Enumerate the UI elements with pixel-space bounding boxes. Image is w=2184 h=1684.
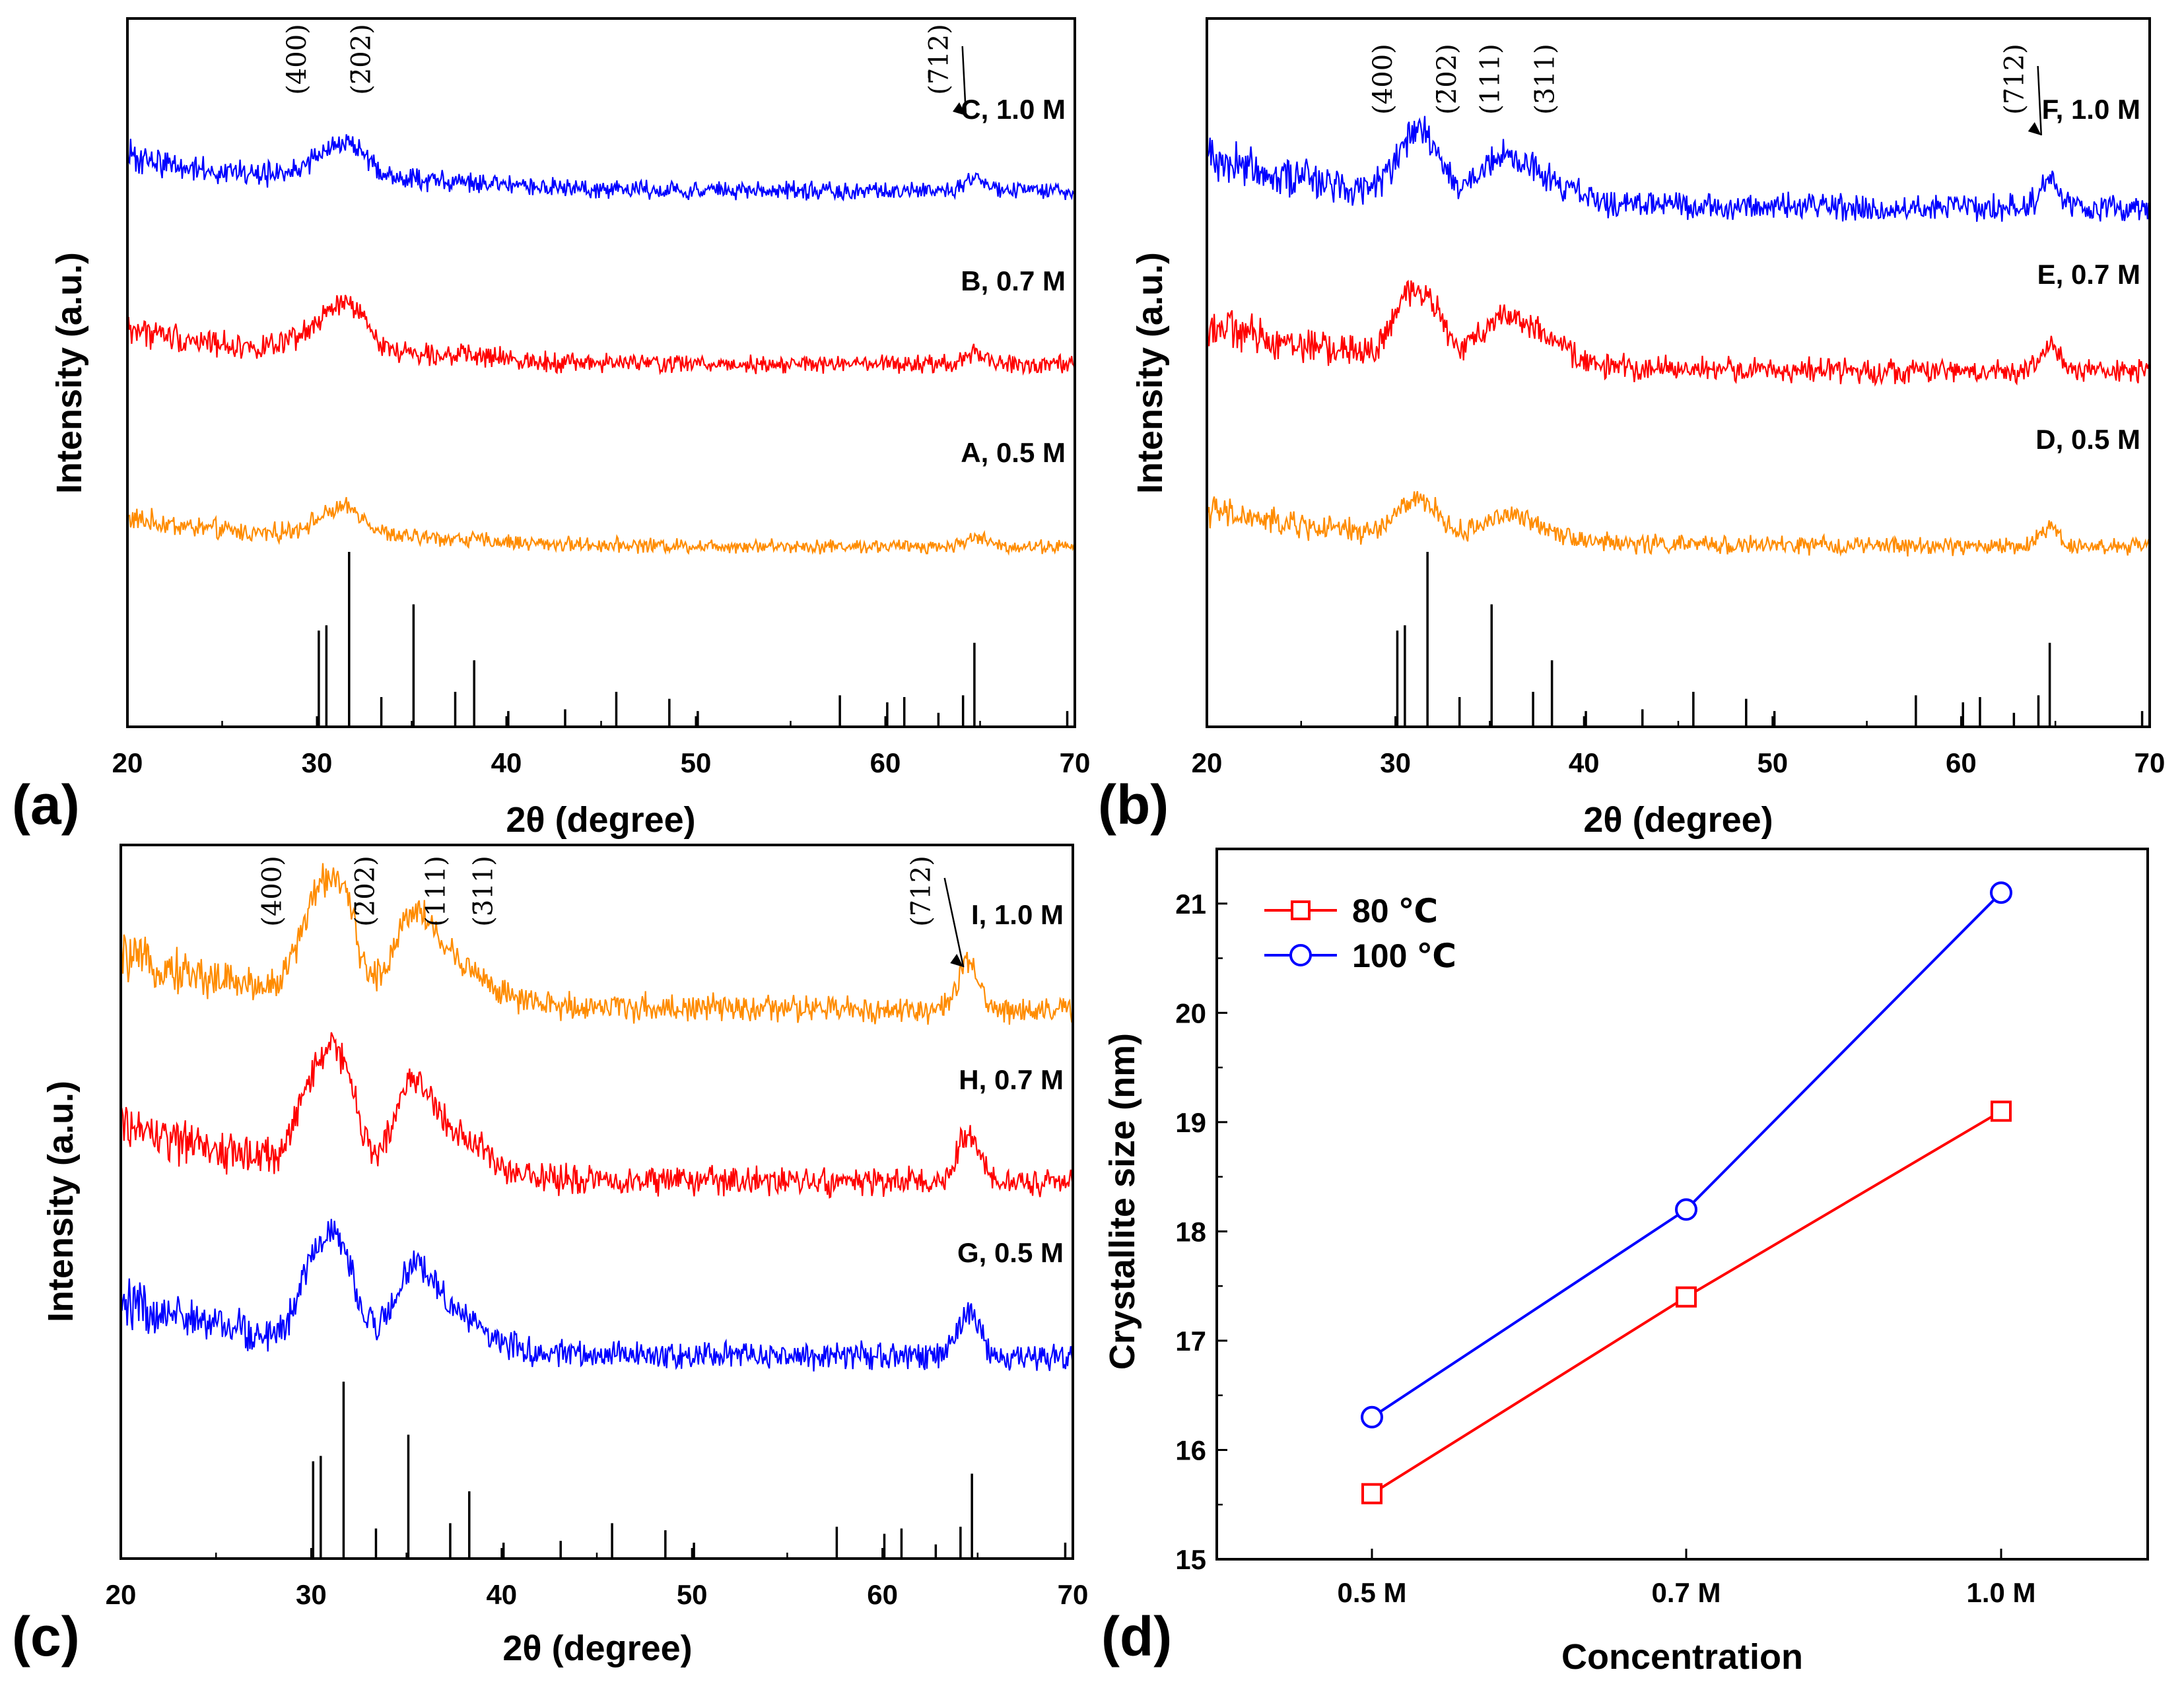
series-label-d: D, 0.5 M xyxy=(2035,424,2140,455)
y-tick-label: 17 xyxy=(1175,1326,1206,1357)
series-label-g: G, 0.5 M xyxy=(957,1237,1064,1268)
y-axis-title: Intensity (a.u.) xyxy=(1130,252,1170,494)
y-axis-title: Crystallite size (nm) xyxy=(1103,1033,1142,1370)
arrow-head xyxy=(2028,122,2041,135)
data-point-square xyxy=(1991,1100,2012,1122)
series-label-i: I, 1.0 M xyxy=(971,899,1064,930)
plane-arrow xyxy=(961,46,967,116)
plane-label: (400) xyxy=(282,24,312,95)
series-trace-g xyxy=(119,1219,1074,1372)
x-tick-label: 60 xyxy=(870,747,901,778)
panel-b-xrd-chart: 20 30 40 50 60 70 F, 1.0 M E, 0.7 M D, 0.5 M (4… xyxy=(1098,17,2166,840)
x-tick-label: 20 xyxy=(106,1579,137,1610)
x-tick-label: 30 xyxy=(302,747,333,778)
plane-label: (111) xyxy=(1476,44,1506,115)
x-tick-label: 1.0 M xyxy=(1966,1577,2035,1608)
x-tick-label: 0.7 M xyxy=(1651,1577,1721,1608)
arrow-head xyxy=(953,102,967,116)
plot-frame xyxy=(119,844,1074,1560)
data-point-circle xyxy=(1361,1405,1383,1429)
plane-label: (3̄11) xyxy=(1530,44,1561,115)
x-tick-label: 50 xyxy=(677,1579,708,1610)
series-trace-e xyxy=(1206,279,2150,387)
y-axis-title: Intensity (a.u.) xyxy=(41,1081,81,1322)
plane-label: (3̄11) xyxy=(468,856,498,927)
y-tick-label: 19 xyxy=(1175,1107,1206,1138)
y-tick-label: 18 xyxy=(1175,1216,1206,1247)
plane-label: (7̄12) xyxy=(2000,44,2030,115)
panel-label: (c) xyxy=(12,1605,80,1667)
plane-label: (2̄02) xyxy=(346,24,376,95)
series-trace-d xyxy=(1206,116,2150,222)
series-label-a: A, 0.5 M xyxy=(961,437,1066,468)
series-label-h: H, 0.7 M xyxy=(959,1064,1064,1095)
data-point-circle xyxy=(1675,1198,1697,1221)
series-trace-f xyxy=(1206,490,2151,557)
x-tick-label: 40 xyxy=(1569,747,1600,778)
series-line-100 xyxy=(1371,891,2002,1419)
x-tick-label: 70 xyxy=(1060,747,1091,778)
plane-label: (7̄12) xyxy=(924,24,955,95)
x-tick-label: 60 xyxy=(1946,747,1977,778)
plane-label: (2̄02) xyxy=(351,856,381,927)
y-tick-label: 21 xyxy=(1175,889,1206,920)
legend-marker-circle xyxy=(1289,944,1312,966)
plane-label: (400) xyxy=(257,856,287,927)
x-tick-label: 20 xyxy=(112,747,143,778)
legend: 80 ℃ 100 ℃ xyxy=(1264,893,1456,974)
y-tick-label: 20 xyxy=(1175,997,1206,1028)
plane-label: (400) xyxy=(1368,44,1398,115)
x-axis-title: Concentration xyxy=(1561,1637,1803,1677)
panel-label: (a) xyxy=(12,774,80,836)
data-point-square xyxy=(1361,1483,1382,1504)
plane-arrow xyxy=(2037,65,2043,136)
x-tick-label: 50 xyxy=(1757,747,1788,778)
series-trace-b xyxy=(126,294,1076,376)
panel-c-xrd-chart: 20 30 40 50 60 70 I, 1.0 M H, 0.7 M G, 0.5 M (4… xyxy=(12,844,1089,1668)
series-trace-a xyxy=(126,134,1076,202)
y-tick-label: 16 xyxy=(1175,1434,1206,1465)
plot-frame xyxy=(1206,17,2151,728)
series-label-e: E, 0.7 M xyxy=(2037,259,2140,290)
arrow-head xyxy=(950,954,964,967)
x-axis-title: 2θ (degree) xyxy=(506,800,695,840)
plane-arrow xyxy=(943,877,965,968)
series-trace-c xyxy=(127,496,1076,556)
plane-label: (7̄12) xyxy=(906,856,937,927)
x-tick-label: 0.5 M xyxy=(1337,1577,1406,1608)
plane-label: (111) xyxy=(421,856,451,927)
legend-marker-square xyxy=(1291,900,1311,920)
x-axis-title: 2θ (degree) xyxy=(1583,800,1773,840)
panel-a-xrd-chart: 20 30 40 50 60 70 C, 1.0 M B, 0.7 M A, 0.5 M (4… xyxy=(12,17,1091,840)
panel-label: (b) xyxy=(1098,774,1169,836)
y-axis-title: Intensity (a.u.) xyxy=(50,252,89,494)
legend-label-80: 80 ℃ xyxy=(1352,893,1438,929)
panel-d-crystallite-chart: 15 16 17 18 19 20 21 0.5 M 0.7 M 1.0 M 80 ℃ 100 ℃… xyxy=(1101,848,2149,1677)
legend-label-100: 100 ℃ xyxy=(1352,937,1456,974)
plot-frame xyxy=(1215,848,2149,1561)
x-tick-label: 40 xyxy=(486,1579,517,1610)
x-tick-label: 70 xyxy=(1058,1579,1089,1610)
y-tick-label: 15 xyxy=(1175,1544,1206,1575)
x-tick-label: 70 xyxy=(2134,747,2166,778)
x-tick-label: 30 xyxy=(296,1579,327,1610)
x-tick-label: 20 xyxy=(1192,747,1223,778)
series-label-b: B, 0.7 M xyxy=(961,265,1066,296)
x-tick-label: 40 xyxy=(491,747,522,778)
x-axis-title: 2θ (degree) xyxy=(502,1629,692,1668)
panel-label: (d) xyxy=(1101,1605,1172,1667)
series-trace-i xyxy=(119,863,1074,1025)
series-trace-h xyxy=(120,1032,1074,1199)
series-label-f: F, 1.0 M xyxy=(2042,94,2140,125)
x-tick-label: 30 xyxy=(1380,747,1411,778)
data-point-square xyxy=(1676,1286,1697,1308)
x-tick-label: 50 xyxy=(681,747,712,778)
data-point-circle xyxy=(1990,881,2012,904)
x-tick-label: 60 xyxy=(867,1579,898,1610)
plane-label: (2̄02) xyxy=(1432,44,1462,115)
series-label-c: C, 1.0 M xyxy=(961,94,1066,125)
